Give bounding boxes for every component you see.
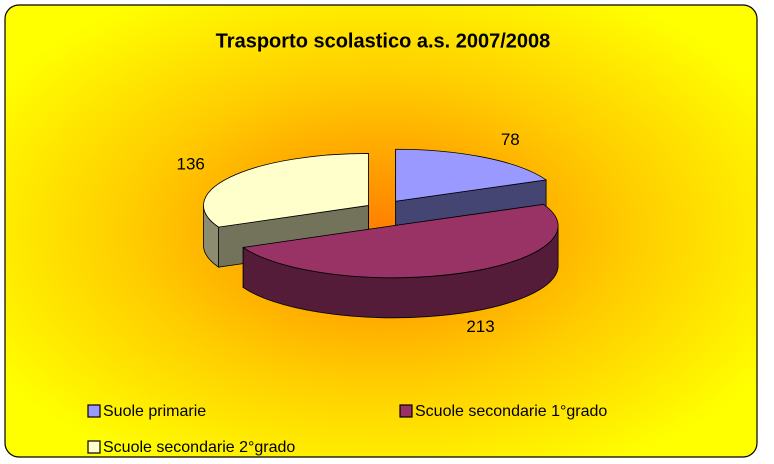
pie: 78 213 136 [177,130,559,336]
legend-label: Suole primarie [103,403,206,420]
slice [242,203,559,279]
legend-swatch [399,404,413,418]
legend: Suole primarie Scuole secondarie 1°grado S… [87,403,607,456]
data-label: 136 [177,154,205,173]
slice [395,148,548,202]
data-label: 78 [501,130,520,149]
legend-label: Scuole secondarie 2°grado [103,439,295,456]
legend-swatch [87,404,101,418]
legend-label: Scuole secondarie 1°grado [415,403,607,420]
slice [203,153,369,228]
chart-title: Trasporto scolastico a.s. 2007/2008 [216,30,551,52]
data-label: 213 [466,317,494,336]
legend-swatch [87,440,101,454]
